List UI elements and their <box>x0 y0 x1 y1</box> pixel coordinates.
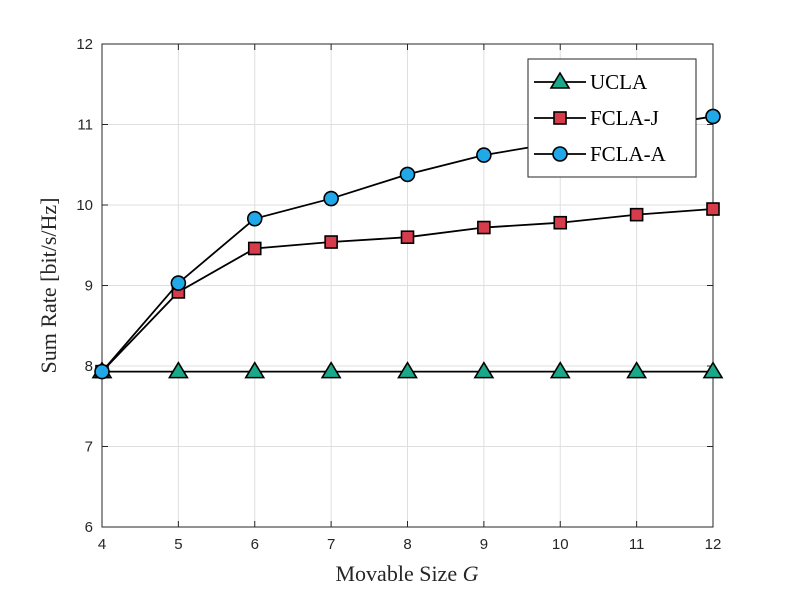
legend-marker-ucla <box>549 71 571 89</box>
data-point-fcla-j <box>706 202 720 216</box>
x-tick-label: 6 <box>251 536 259 553</box>
y-axis-ticks: 6 7 8 9 10 11 12 <box>76 36 713 536</box>
x-axis-label-text: Movable Size <box>336 561 458 586</box>
data-point-fcla-j <box>324 235 338 249</box>
legend-marker-fcla-j <box>553 111 567 125</box>
legend: UCLA FCLA-J FCLA-A <box>527 58 697 178</box>
data-point-ucla <box>702 361 724 379</box>
x-tick-label: 12 <box>705 536 722 553</box>
x-tick-label: 4 <box>98 536 106 553</box>
data-point-fcla-j <box>553 215 568 230</box>
y-tick-label: 12 <box>76 36 93 53</box>
y-tick-label: 11 <box>77 117 93 134</box>
y-tick-label: 10 <box>76 197 93 214</box>
legend-label-fcla-a: FCLA-A <box>590 142 667 166</box>
legend-label-ucla: UCLA <box>590 70 648 94</box>
x-tick-label: 8 <box>403 536 411 553</box>
data-point-ucla <box>549 361 571 379</box>
data-point-ucla <box>473 361 495 379</box>
data-point-ucla <box>167 361 189 379</box>
data-point-ucla <box>320 361 342 379</box>
y-tick-label: 9 <box>85 278 93 295</box>
y-tick-label: 7 <box>85 439 93 456</box>
data-point-fcla-j <box>247 241 262 256</box>
series-ucla <box>91 361 724 379</box>
x-tick-label: 10 <box>552 536 569 553</box>
x-axis-ticks: 4 5 6 7 8 9 10 11 12 <box>98 44 722 553</box>
y-tick-label: 6 <box>85 519 93 536</box>
y-axis-label: Sum Rate [bit/s/Hz] <box>36 198 61 374</box>
x-tick-label: 5 <box>174 536 182 553</box>
data-point-ucla <box>626 361 648 379</box>
x-axis-label-variable: G <box>463 561 479 586</box>
data-point-fcla-a <box>399 166 416 183</box>
data-point-fcla-j <box>629 207 644 222</box>
x-tick-label: 11 <box>629 536 645 553</box>
data-point-fcla-a <box>94 363 110 380</box>
x-tick-label: 9 <box>480 536 488 553</box>
legend-marker-fcla-a <box>552 146 568 162</box>
legend-item-fcla-j: FCLA-J <box>534 106 659 130</box>
data-point-fcla-a <box>170 275 187 291</box>
legend-item-ucla: UCLA <box>534 70 648 94</box>
data-point-fcla-a <box>323 190 339 207</box>
data-point-fcla-j <box>400 230 415 244</box>
x-tick-label: 7 <box>327 536 335 553</box>
y-tick-label: 8 <box>85 358 93 375</box>
legend-item-fcla-a: FCLA-A <box>534 142 667 166</box>
x-axis-label: Movable Size G <box>336 561 479 586</box>
data-point-fcla-a <box>476 147 492 163</box>
data-point-fcla-a <box>705 108 721 125</box>
data-point-ucla <box>244 361 266 379</box>
data-point-fcla-a <box>246 210 263 227</box>
data-point-ucla <box>397 361 418 379</box>
data-point-fcla-j <box>477 220 491 235</box>
legend-label-fcla-j: FCLA-J <box>590 106 659 130</box>
